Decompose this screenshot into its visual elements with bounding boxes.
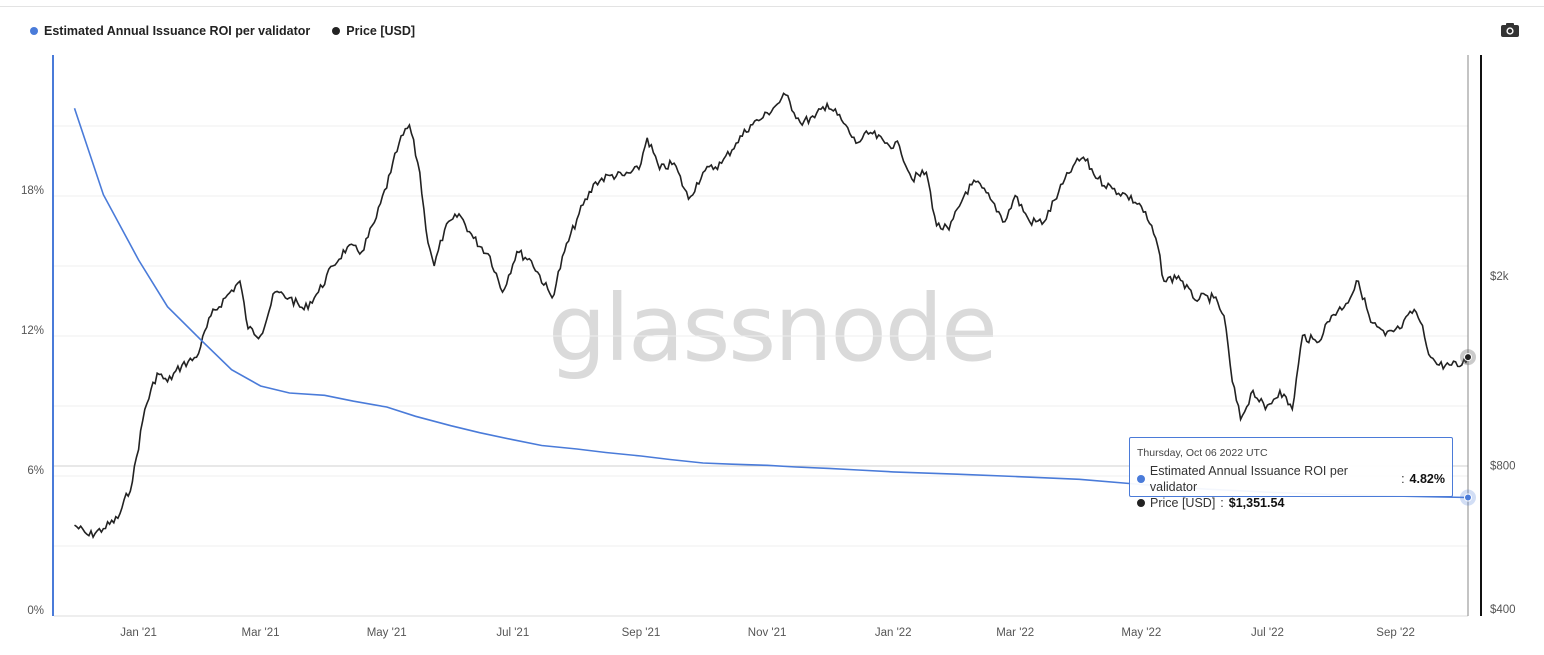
tooltip-roi-row: Estimated Annual Issuance ROI per valida… — [1137, 463, 1445, 495]
right-axis-labels: $400 $800 $2k — [1490, 271, 1516, 616]
chart-legend: Estimated Annual Issuance ROI per valida… — [30, 24, 415, 38]
tooltip-date: Thursday, Oct 06 2022 UTC — [1137, 447, 1268, 459]
left-tick-label: 18% — [21, 185, 44, 197]
tooltip-roi-value: 4.82% — [1409, 472, 1445, 486]
left-tick-label: 12% — [21, 325, 44, 337]
tooltip-roi-colon: : — [1401, 472, 1405, 486]
right-tick-label: $2k — [1490, 271, 1509, 283]
x-tick-label: Jul '21 — [496, 627, 529, 639]
left-tick-label: 6% — [27, 465, 44, 477]
price-hover-marker — [1464, 353, 1472, 362]
tooltip-price-value: $1,351.54 — [1228, 496, 1285, 510]
x-tick-label: Sep '21 — [622, 627, 661, 639]
legend-roi-label: Estimated Annual Issuance ROI per valida… — [44, 24, 311, 38]
tooltip-roi-dot — [1137, 475, 1145, 483]
roi-series-line — [73, 108, 1469, 499]
x-tick-label: May '21 — [367, 627, 407, 639]
hover-markers — [1460, 349, 1476, 506]
x-tick-label: Jul '22 — [1251, 627, 1284, 639]
roi-hover-marker — [1464, 493, 1472, 502]
left-tick-label: 0% — [27, 605, 44, 617]
tooltip-price-dot — [1137, 499, 1145, 507]
roi-legend-dot — [30, 27, 38, 35]
price-legend-dot — [332, 27, 341, 35]
x-tick-label: Jan '22 — [875, 627, 912, 639]
x-tick-label: Mar '22 — [996, 627, 1034, 639]
axes — [52, 55, 1482, 617]
camera-icon[interactable] — [1500, 22, 1520, 38]
x-tick-label: May '22 — [1121, 627, 1161, 639]
top-border — [0, 0, 1544, 7]
price-series-line — [74, 92, 1469, 540]
x-tick-label: Sep '22 — [1376, 627, 1415, 639]
x-axis-labels: Jan '21 Mar '21 May '21 Jul '21 Sep '21 Nov '… — [120, 627, 1415, 639]
left-axis-labels: 0% 6% 12% 18% — [21, 185, 44, 617]
x-tick-label: Jan '21 — [120, 627, 157, 639]
tooltip-price-row: Price [USD]: $1,351.54 — [1137, 495, 1445, 511]
legend-price-label: Price [USD] — [346, 24, 416, 38]
glassnode-watermark: glassnode — [548, 275, 998, 382]
legend-item-price[interactable]: Price [USD] — [332, 24, 415, 38]
right-tick-label: $400 — [1490, 604, 1516, 616]
tooltip-price-label: Price [USD] — [1150, 496, 1216, 510]
tooltip-price-colon: : — [1220, 496, 1224, 510]
tooltip-roi-label: Estimated Annual Issuance ROI per valida… — [1149, 464, 1348, 494]
right-tick-label: $800 — [1490, 461, 1516, 473]
hover-tooltip: Thursday, Oct 06 2022 UTC Estimated Annu… — [1129, 437, 1453, 510]
x-tick-label: Nov '21 — [748, 627, 787, 639]
legend-item-roi[interactable]: Estimated Annual Issuance ROI per valida… — [30, 24, 310, 38]
x-tick-label: Mar '21 — [242, 627, 280, 639]
